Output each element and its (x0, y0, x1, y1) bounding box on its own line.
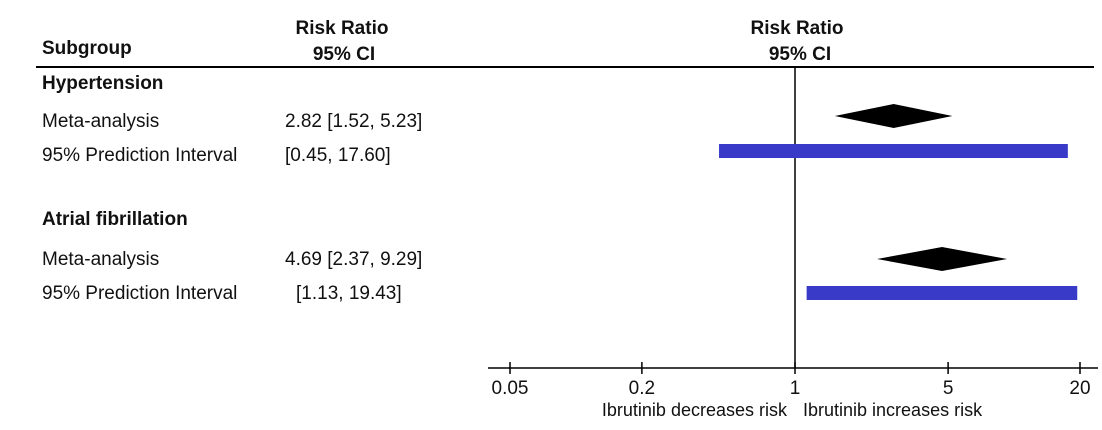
summary-diamond (877, 247, 1008, 271)
row-label: Meta-analysis (42, 111, 160, 132)
x-tick-label: 20 (1069, 378, 1090, 399)
row-label: 95% Prediction Interval (42, 145, 238, 166)
row-ci-text: [0.45, 17.60] (285, 145, 391, 166)
x-tick-label: 1 (790, 378, 801, 399)
risk-ratio-column-header: Risk Ratio (295, 18, 389, 39)
row-ci-text: [1.13, 19.43] (296, 283, 402, 304)
axis-caption-decreases: Ibrutinib decreases risk (602, 400, 788, 420)
axis-caption-increases: Ibrutinib increases risk (803, 400, 983, 420)
row-ci-text: 4.69 [2.37, 9.29] (285, 249, 423, 270)
row-ci-text: 2.82 [1.52, 5.23] (285, 111, 423, 132)
ci-column-header: 95% CI (312, 44, 376, 65)
summary-diamond (834, 104, 953, 128)
header-divider (36, 66, 1094, 68)
group-title-atrial-fibrillation: Atrial fibrillation (42, 209, 188, 230)
subgroup-header: Subgroup (42, 38, 132, 59)
group-title-hypertension: Hypertension (42, 73, 164, 94)
prediction-interval-bar (719, 144, 1068, 158)
x-tick-label: 5 (943, 378, 954, 399)
x-tick-label: 0.2 (629, 378, 655, 399)
row-label: Meta-analysis (42, 249, 160, 270)
row-label: 95% Prediction Interval (42, 283, 238, 304)
x-tick-label: 0.05 (492, 378, 529, 399)
plot-header-risk-ratio: Risk Ratio (750, 18, 844, 39)
plot-header-ci: 95% CI (768, 44, 832, 65)
prediction-interval-bar (806, 286, 1078, 300)
